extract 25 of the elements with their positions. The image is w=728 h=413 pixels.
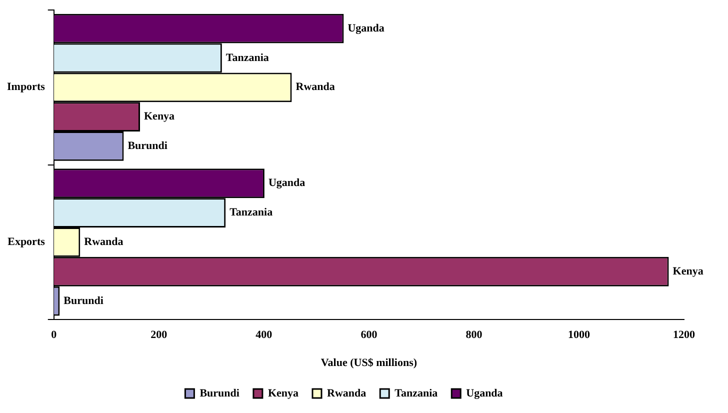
text: Kenya [144, 110, 175, 123]
text: Tanzania [226, 52, 269, 64]
text: Uganda [348, 22, 384, 34]
x-tick-label: 200 [150, 329, 168, 342]
x-tick-label: 400 [256, 329, 273, 342]
x-tick-label: 1000 [568, 329, 590, 342]
x-tick-label: 1200 [673, 329, 696, 342]
legend-label: Burundi [200, 387, 240, 400]
text: Rwanda [84, 236, 124, 248]
y-tick-label: Exports [8, 236, 46, 248]
x-axis-title: Value (US$ millions) [320, 357, 418, 370]
legend-label: Uganda [466, 387, 504, 400]
x-tick-label: 800 [466, 329, 483, 342]
y-tick-label: Imports [6, 81, 46, 94]
x-tick-label: 600 [360, 329, 378, 342]
text: Rwanda [296, 81, 335, 94]
text: Burundi [128, 140, 168, 152]
text: Burundi [64, 294, 104, 307]
legend-label: Kenya [268, 387, 299, 400]
text: Kenya [672, 265, 704, 278]
text: Uganda [268, 177, 306, 190]
legend-label: Tanzania [394, 387, 438, 400]
legend-label: Rwanda [327, 387, 367, 400]
text: Tanzania [230, 206, 273, 219]
x-tick-label: 0 [51, 329, 58, 342]
